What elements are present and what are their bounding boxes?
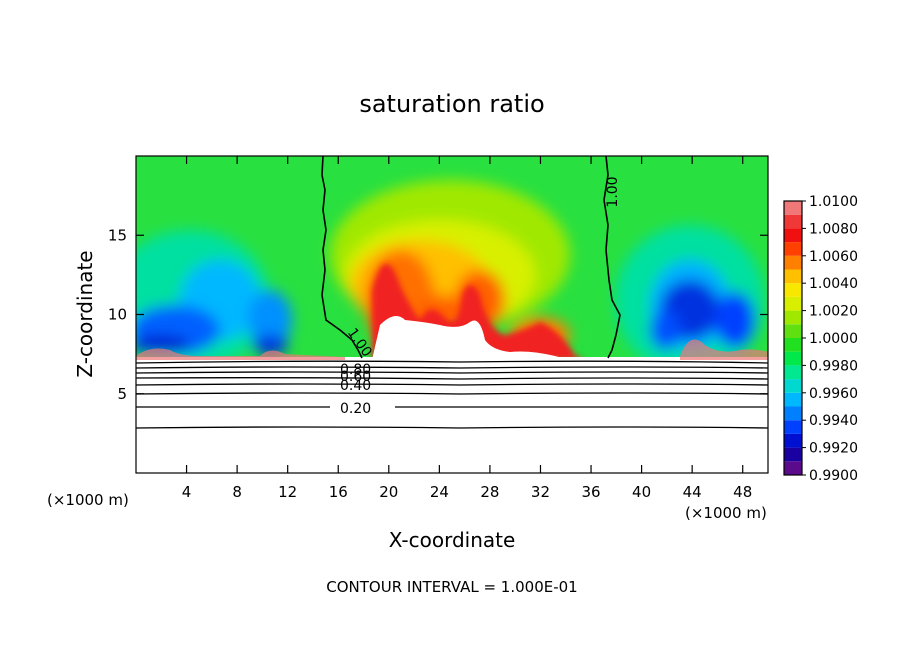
- colorbar-swatch: [784, 242, 802, 256]
- x-tick-label: 4: [182, 483, 192, 501]
- x-unit-left: (×1000 m): [47, 491, 129, 509]
- heatmap-field: [136, 156, 768, 360]
- contour-1p00-right: [603, 155, 621, 359]
- x-tick-label: 32: [531, 483, 550, 501]
- y-axis-label: Z-coordinate: [73, 250, 97, 377]
- colorbar-tick-label: 0.9980: [809, 358, 858, 374]
- x-tick-label: 44: [683, 483, 702, 501]
- x-tick-label: 20: [379, 483, 398, 501]
- cloud-base-pink-edge: [136, 348, 345, 360]
- contour-line: [135, 383, 769, 386]
- contour-label: 0.20: [340, 401, 371, 417]
- contour-line: [135, 360, 769, 364]
- contour-label: 0.80: [340, 362, 371, 378]
- colorbar-tick-label: 1.0000: [809, 331, 858, 347]
- x-axis-label: X-coordinate: [389, 528, 516, 552]
- left-cool-region: [136, 230, 292, 360]
- y-tick-label: 10: [108, 306, 127, 324]
- right-cool-region: [615, 225, 765, 360]
- contour-labels: 0.80 0.60 0.40 0.20: [337, 362, 381, 417]
- contour-label: 0.60: [340, 369, 371, 385]
- colorbar-tick-label: 1.0020: [809, 304, 858, 320]
- contour-line: [135, 366, 769, 369]
- contour-interval-note: CONTOUR INTERVAL = 1.000E-01: [326, 578, 577, 596]
- colorbar-tick-label: 0.9960: [809, 386, 858, 402]
- colorbar-swatch: [784, 420, 802, 434]
- x-tick-label: 16: [329, 483, 348, 501]
- x-tick-label: 24: [430, 483, 449, 501]
- x-tick-label: 28: [480, 483, 499, 501]
- colorbar-swatch: [784, 392, 802, 407]
- colorbar-tick-label: 0.9940: [809, 413, 858, 429]
- colorbar-swatch: [784, 433, 802, 448]
- saturated-region: [372, 316, 570, 360]
- x-tick-label: 40: [632, 483, 651, 501]
- x-unit-right: (×1000 m): [685, 504, 767, 522]
- x-tick-label: 8: [232, 483, 242, 501]
- colorbar-swatch: [784, 269, 802, 284]
- colorbar-tick-label: 1.0080: [809, 221, 858, 237]
- chart-title: saturation ratio: [359, 90, 544, 118]
- x-tick-label: 48: [733, 483, 752, 501]
- colorbar-tick-label: 1.0040: [809, 276, 858, 292]
- y-tick-label: 5: [117, 385, 127, 403]
- contour-line: [135, 371, 769, 374]
- contour-1p00-lines: [321, 155, 621, 359]
- y-tick-label: 15: [108, 226, 127, 244]
- x-tick-label: 36: [581, 483, 600, 501]
- colorbar-swatch: [784, 283, 802, 297]
- colorbar-swatch: [784, 406, 802, 421]
- contour-line: [135, 377, 769, 380]
- colorbar-swatch: [784, 228, 802, 243]
- colorbar-swatch: [784, 296, 802, 311]
- colorbar-swatch: [784, 461, 802, 475]
- contour-line: [135, 392, 769, 395]
- colorbar-swatch: [784, 351, 802, 366]
- colorbar-tick-label: 0.9900: [809, 468, 858, 484]
- colorbar-swatch: [784, 214, 802, 229]
- below-base-white: [136, 357, 768, 360]
- colorbar-swatch: [784, 255, 802, 270]
- colorbar-tick-label: 1.0100: [809, 194, 858, 210]
- x-tick-label: 12: [278, 483, 297, 501]
- contour-label: 0.40: [340, 378, 371, 394]
- colorbar-swatch: [784, 365, 802, 380]
- contour-line: [135, 426, 769, 429]
- colorbar-swatch: [784, 447, 802, 462]
- colorbar-tick-label: 0.9920: [809, 441, 858, 457]
- contour-label-1p00-right: 1.00: [605, 176, 621, 207]
- colorbar-swatch: [784, 338, 802, 352]
- cloud-base-pink-edge-right: [680, 339, 768, 360]
- colorbar-swatch: [784, 201, 802, 215]
- colorbar-swatch: [784, 379, 802, 393]
- contour-1p00-left: [321, 155, 363, 359]
- x-axis-ticks: 4 8 12 16 20 24 28 32 36 40 44 48: [182, 156, 752, 501]
- horizontal-contours: [135, 360, 769, 429]
- colorbar-tick-label: 1.0060: [809, 249, 858, 265]
- colorbar-swatch: [784, 324, 802, 338]
- colorbar-swatch: [784, 310, 802, 325]
- y-axis-ticks: 5 10 15: [108, 226, 768, 403]
- colorbar: 1.0100 1.0080 1.0060 1.0040 1.0020 1.0000 0.99…: [783, 194, 858, 484]
